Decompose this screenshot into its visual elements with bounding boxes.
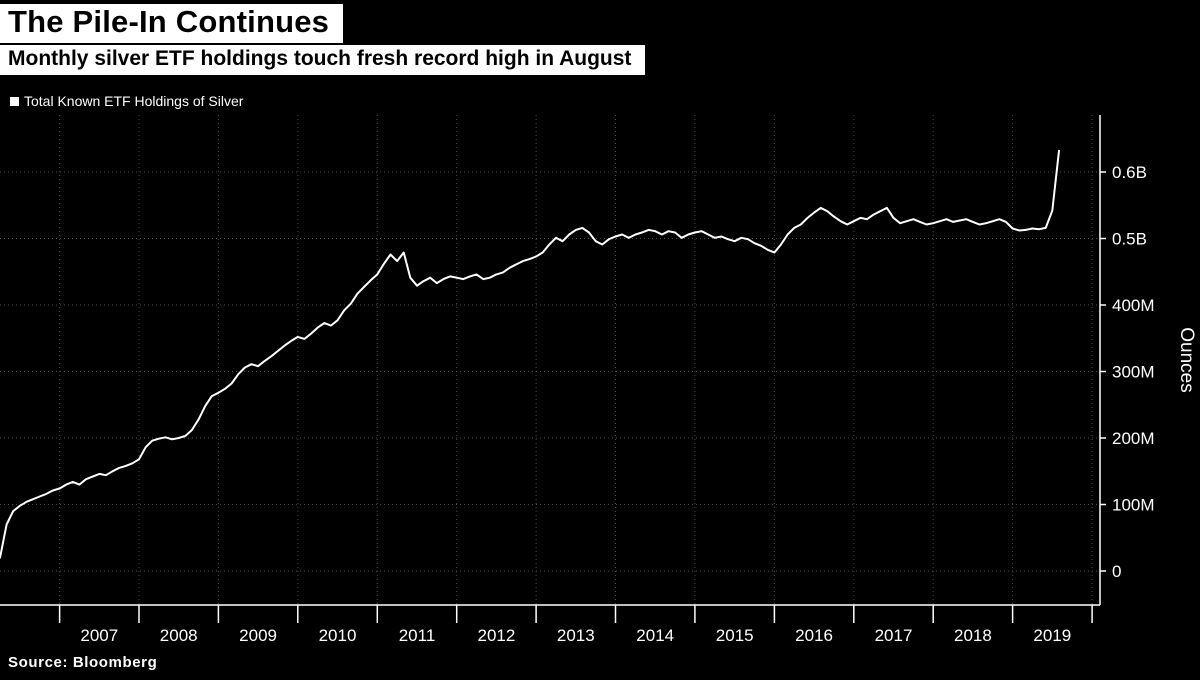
page-title: The Pile-In Continues [0,4,344,43]
legend-label: Total Known ETF Holdings of Silver [24,93,244,109]
source-text: Source: Bloomberg [8,654,158,671]
chart-header: The Pile-In Continues Monthly silver ETF… [0,4,646,75]
x-tick-label: 2008 [160,626,198,645]
x-tick-labels: 2007 2008 2009 2010 2011 2012 2013 2014 2015 2016… [80,626,1071,645]
series-line [0,149,1060,559]
x-tick-label: 2009 [239,626,277,645]
y-tick-label: 0 [1112,562,1121,581]
x-tick-label: 2016 [795,626,833,645]
x-tick-label: 2012 [477,626,515,645]
page-subtitle: Monthly silver ETF holdings touch fresh … [0,44,646,75]
y-tick-label: 0.5B [1112,230,1147,249]
x-tick-label: 2007 [80,626,118,645]
x-tick-label: 2017 [875,626,913,645]
y-tick-labels: 0 100M 200M 300M 400M 0.5B 0.6B [1112,163,1155,581]
y-tick-label: 400M [1112,296,1155,315]
y-axis-title: Ounces [1176,327,1197,392]
legend-swatch-icon [10,96,19,106]
legend: Total Known ETF Holdings of Silver [10,93,243,109]
y-tick-label: 0.6B [1112,163,1147,182]
x-tick-label: 2011 [399,626,436,645]
x-tick-label: 2014 [636,626,674,645]
y-tick-label: 200M [1112,429,1155,448]
y-tick-label: 100M [1112,496,1155,515]
x-tick-label: 2010 [319,626,357,645]
x-tick-label: 2019 [1033,626,1071,645]
axis-lines [0,115,1106,623]
grid-lines [0,115,1100,605]
x-tick-label: 2013 [557,626,595,645]
x-tick-label: 2015 [716,626,754,645]
y-tick-label: 300M [1112,363,1155,382]
x-tick-label: 2018 [954,626,992,645]
